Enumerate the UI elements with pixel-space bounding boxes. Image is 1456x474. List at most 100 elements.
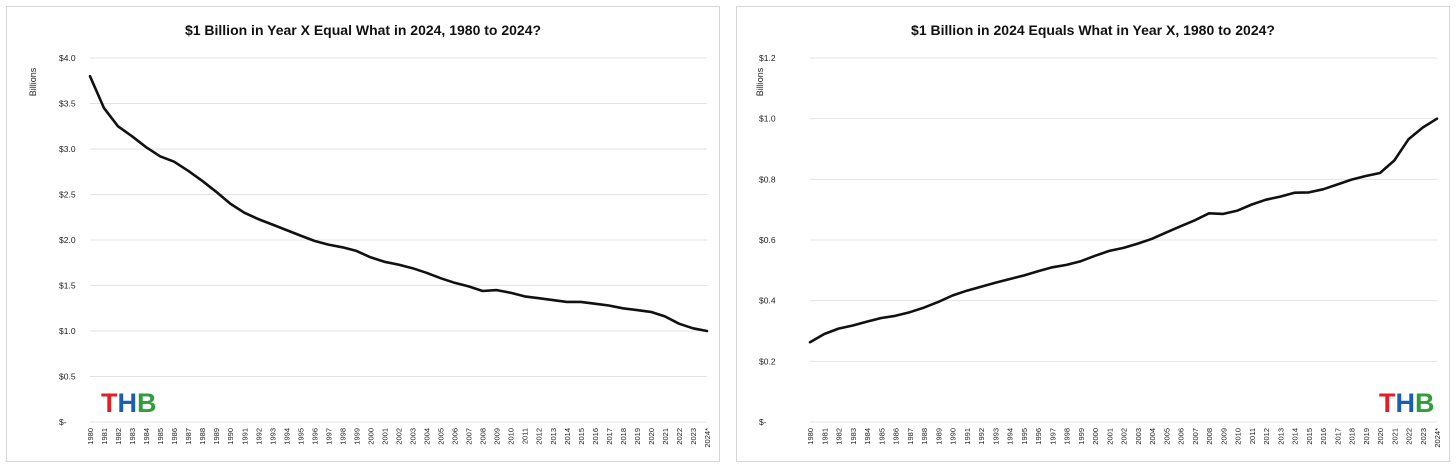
x-tick-label: 2007 — [1191, 428, 1200, 445]
chart-title-left: $1 Billion in Year X Equal What in 2024,… — [185, 22, 541, 38]
x-tick-label: 1993 — [991, 428, 1000, 445]
x-tick-label: 1981 — [100, 428, 109, 445]
y-tick-labels-left: $- $0.5 $1.0 $1.5 $2.0 $2.5 $3.0 $3.5 $4.0 — [59, 53, 76, 427]
y-tick-label: $0.4 — [759, 296, 776, 306]
x-tick-label: 2009 — [493, 428, 502, 445]
x-tick-label: 2002 — [1120, 428, 1129, 445]
series-right — [808, 117, 1439, 344]
thb-logo-right: THB — [1379, 388, 1435, 418]
x-tick-label: 2003 — [409, 428, 418, 445]
series-line — [88, 74, 709, 333]
x-tick-label: 1986 — [892, 428, 901, 445]
x-tick-label: 1996 — [310, 428, 319, 445]
x-tick-label: 1988 — [198, 428, 207, 445]
gridlines-left — [90, 57, 707, 423]
x-tick-label: 2014 — [1291, 428, 1300, 445]
x-tick-label: 2012 — [1262, 428, 1271, 445]
x-tick-label: 2004 — [423, 428, 432, 445]
x-tick-label: 1983 — [128, 428, 137, 445]
x-tick-label: 1994 — [1006, 428, 1015, 445]
x-tick-label: 1995 — [296, 428, 305, 445]
x-tick-label: 1989 — [934, 428, 943, 445]
chart-panel-right: $1 Billion in 2024 Equals What in Year X… — [736, 6, 1450, 462]
y-tick-label: $2.5 — [59, 190, 76, 200]
x-tick-label: 1986 — [170, 428, 179, 445]
x-tick-label: 2016 — [591, 428, 600, 445]
x-tick-label: 2017 — [605, 428, 614, 445]
x-tick-label: 2010 — [1234, 428, 1243, 445]
chart-panel-left: $1 Billion in Year X Equal What in 2024,… — [6, 6, 720, 462]
x-tick-label: 1995 — [1020, 428, 1029, 445]
y-tick-labels-right: $- $0.2 $0.4 $0.6 $0.8 $1.0 $1.2 — [759, 53, 776, 427]
y-tick-label: $3.0 — [59, 144, 76, 154]
x-tick-label: 1989 — [212, 428, 221, 445]
y-tick-label: $2.0 — [59, 235, 76, 245]
x-tick-label: 2000 — [366, 428, 375, 445]
x-tick-label: 2006 — [451, 428, 460, 445]
x-tick-label: 2018 — [1348, 428, 1357, 445]
x-tick-label: 1993 — [268, 428, 277, 445]
x-tick-label: 2014 — [563, 428, 572, 445]
x-tick-label: 2019 — [1362, 428, 1371, 445]
x-tick-label: 1998 — [338, 428, 347, 445]
x-tick-label: 2022 — [675, 428, 684, 445]
x-tick-label: 2023 — [689, 428, 698, 445]
logo-letter-t: T — [1379, 388, 1396, 418]
x-tick-label: 2013 — [549, 428, 558, 445]
x-tick-label: 1982 — [114, 428, 123, 445]
y-tick-label: $1.0 — [59, 326, 76, 336]
y-tick-label: $0.2 — [759, 356, 776, 366]
y-tick-label: $1.5 — [59, 281, 76, 291]
x-tick-label: 2021 — [661, 428, 670, 445]
x-tick-label: 2013 — [1276, 428, 1285, 445]
x-tick-label: 2024* — [1433, 428, 1442, 448]
x-tick-label: 2002 — [395, 428, 404, 445]
x-tick-label: 2010 — [507, 428, 516, 445]
y-axis-label-right: Billions — [755, 67, 765, 96]
x-tick-label: 2022 — [1405, 428, 1414, 445]
thb-logo-left: THB — [101, 388, 157, 418]
x-tick-label: 2011 — [1248, 428, 1257, 444]
x-tick-label: 2008 — [1205, 428, 1214, 445]
y-tick-label: $- — [59, 417, 67, 427]
x-tick-label: 2016 — [1319, 428, 1328, 445]
y-tick-label: $0.5 — [59, 372, 76, 382]
x-tick-label: 1990 — [226, 428, 235, 445]
x-tick-label: 2018 — [619, 428, 628, 445]
x-tick-label: 1984 — [142, 428, 151, 445]
x-tick-label: 2011 — [521, 428, 530, 444]
series-left — [88, 74, 709, 333]
x-tick-label: 1983 — [849, 428, 858, 445]
series-line — [808, 117, 1439, 344]
x-tick-label: 2007 — [465, 428, 474, 445]
y-tick-label: $1.2 — [759, 53, 776, 63]
x-tick-label: 2001 — [1105, 428, 1114, 445]
x-tick-label: 1997 — [1048, 428, 1057, 445]
logo-letter-b: B — [1415, 388, 1435, 418]
x-tick-label: 1998 — [1063, 428, 1072, 445]
y-tick-label: $0.8 — [759, 174, 776, 184]
y-tick-label: $4.0 — [59, 53, 76, 63]
x-tick-label: 1992 — [254, 428, 263, 445]
line-chart-right: $1 Billion in 2024 Equals What in Year X… — [755, 22, 1442, 448]
x-tick-label: 2004 — [1148, 428, 1157, 445]
logo-letter-t: T — [101, 388, 118, 418]
logo-letter-h: H — [1396, 388, 1416, 418]
x-tick-label: 1996 — [1034, 428, 1043, 445]
y-tick-label: $3.5 — [59, 99, 76, 109]
x-tick-label: 1987 — [184, 428, 193, 445]
x-tick-label: 2015 — [577, 428, 586, 445]
x-tick-label: 2020 — [647, 428, 656, 445]
x-tick-label: 1988 — [920, 428, 929, 445]
x-tick-label: 1991 — [240, 428, 249, 445]
y-axis-label-left: Billions — [28, 67, 38, 96]
gridlines-right — [810, 57, 1437, 423]
x-tick-label: 1997 — [324, 428, 333, 445]
x-tick-label: 2005 — [437, 428, 446, 445]
x-tick-label: 1980 — [86, 428, 95, 445]
x-tick-label: 1980 — [806, 428, 815, 445]
x-tick-label: 1984 — [863, 428, 872, 445]
x-tick-labels-right: 1980 1981 1982 1983 1984 1985 1986 1987 1988 1989… — [806, 428, 1442, 448]
logo-letter-b: B — [137, 388, 157, 418]
x-tick-label: 2001 — [380, 428, 389, 445]
